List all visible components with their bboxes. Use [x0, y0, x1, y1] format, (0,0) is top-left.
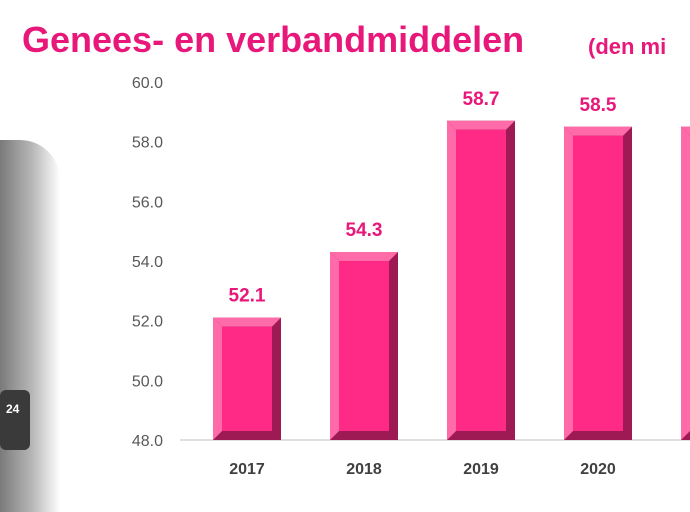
chart-title: Genees- en verbandmiddelen — [22, 19, 525, 60]
bar-value-label: 52.1 — [229, 286, 266, 307]
bar-top-bevel — [447, 120, 515, 130]
bar-left-bevel — [330, 252, 339, 440]
chart-title-unit: (den mi — [588, 34, 667, 59]
y-tick-label: 50.0 — [132, 373, 163, 390]
y-tick-label: 60.0 — [132, 75, 163, 92]
bar — [564, 126, 632, 440]
bar-value-label: 54.3 — [346, 220, 383, 241]
y-tick-label: 52.0 — [132, 314, 163, 331]
bar — [681, 126, 690, 440]
y-tick-label: 48.0 — [132, 433, 163, 450]
bar-left-bevel — [681, 126, 690, 440]
bar-value-label: 58.7 — [463, 89, 500, 110]
bar-left-bevel — [213, 317, 222, 440]
bar-face — [222, 326, 272, 431]
y-tick-label: 54.0 — [132, 254, 163, 271]
bar-top-bevel — [330, 252, 398, 262]
bar-value-label: 58.5 — [580, 95, 617, 116]
y-tick-label: 58.0 — [132, 135, 163, 152]
bar — [330, 252, 398, 440]
microphone-label: 24 — [6, 402, 20, 416]
bar-left-bevel — [564, 126, 573, 440]
bar-top-bevel — [213, 317, 281, 327]
y-tick-label: 56.0 — [132, 194, 163, 211]
x-category-label: 2018 — [346, 461, 382, 478]
bar-face — [339, 261, 389, 431]
background-photo: 24 — [0, 140, 60, 512]
bar-top-bevel — [564, 126, 632, 136]
x-category-label: 2020 — [580, 461, 616, 478]
bar-left-bevel — [447, 120, 456, 441]
bar — [213, 317, 281, 440]
x-category-label: 2017 — [229, 461, 265, 478]
bar — [447, 120, 515, 441]
x-category-label: 2019 — [463, 461, 499, 478]
bar-face — [573, 135, 623, 431]
bar-face — [456, 129, 506, 432]
microphone-icon — [0, 390, 30, 450]
